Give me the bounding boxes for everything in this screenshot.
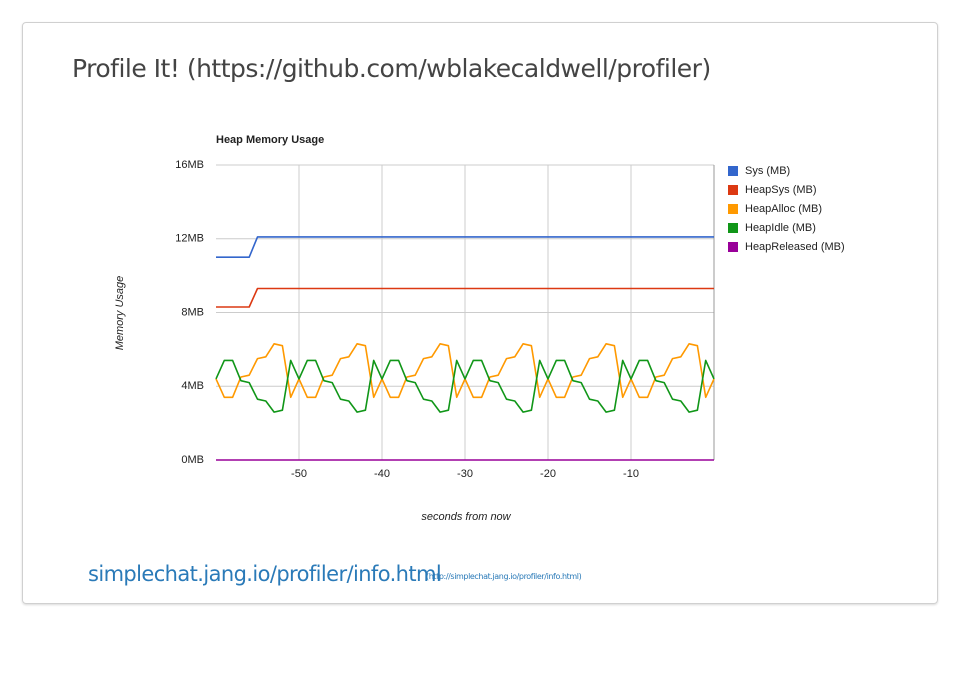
x-tick-label: -40 <box>374 468 390 480</box>
y-tick-label: 8MB <box>181 306 204 318</box>
y-tick-label: 16MB <box>175 159 204 171</box>
y-tick-label: 12MB <box>175 233 204 245</box>
x-tick-label: -20 <box>540 468 556 480</box>
legend-swatch <box>728 185 738 195</box>
legend-label: HeapReleased (MB) <box>745 241 845 253</box>
x-tick-label: -50 <box>291 468 307 480</box>
series-line <box>216 236 714 258</box>
legend-label: HeapIdle (MB) <box>745 222 816 234</box>
chart-title: Heap Memory Usage <box>216 134 324 146</box>
info-link[interactable]: simplechat.jang.io/profiler/info.html <box>88 562 442 586</box>
y-tick-label: 0MB <box>181 454 204 466</box>
legend-label: HeapAlloc (MB) <box>745 203 822 215</box>
x-axis-label: seconds from now <box>421 511 511 523</box>
legend-label: Sys (MB) <box>745 165 790 177</box>
legend-swatch <box>728 204 738 214</box>
legend-swatch <box>728 223 738 233</box>
x-tick-label: -10 <box>623 468 639 480</box>
x-tick-label: -30 <box>457 468 473 480</box>
slide-title: Profile It! (https://github.com/wblakeca… <box>72 54 711 83</box>
series-line <box>216 287 714 308</box>
legend-swatch <box>728 242 738 252</box>
legend-label: HeapSys (MB) <box>745 184 817 196</box>
link-note: (http://simplechat.jang.io/profiler/info… <box>426 572 582 581</box>
y-tick-label: 4MB <box>181 380 204 392</box>
legend-swatch <box>728 166 738 176</box>
slide-card <box>22 22 938 604</box>
y-axis-label: Memory Usage <box>114 276 126 351</box>
series-line <box>215 359 715 413</box>
